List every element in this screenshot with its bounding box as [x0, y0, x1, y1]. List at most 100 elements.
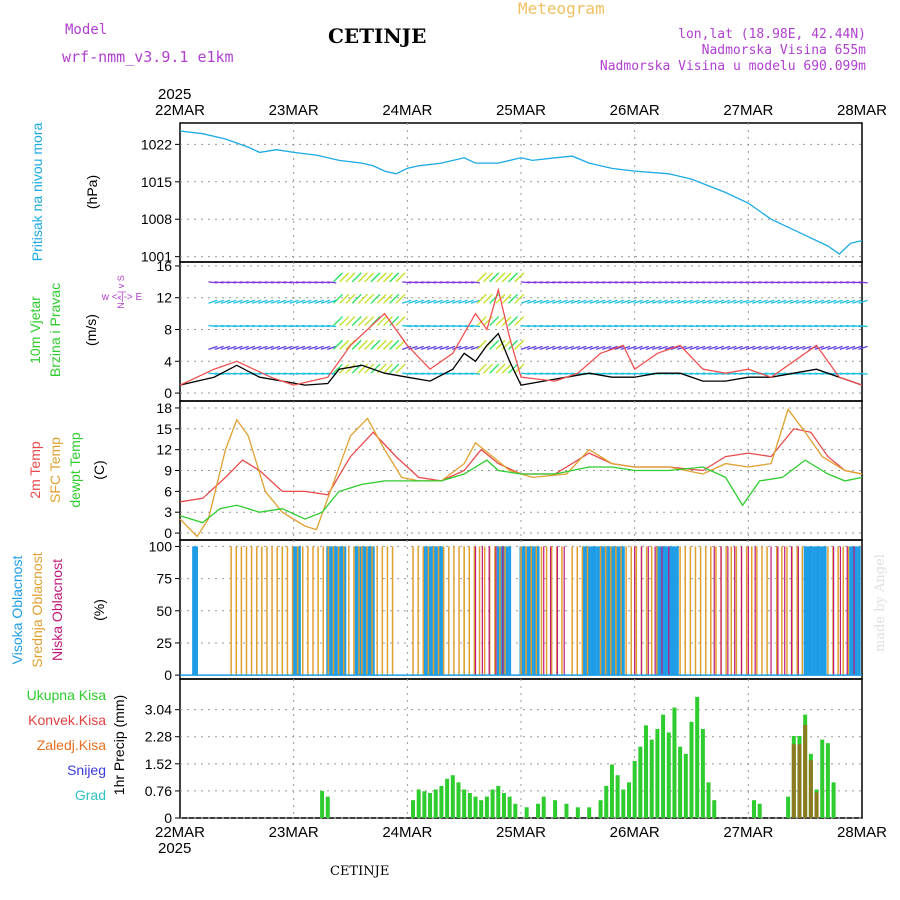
wind-arrow — [483, 293, 493, 304]
wind-arrow — [245, 281, 255, 284]
wind-arrow — [652, 299, 662, 304]
wind-arrow — [564, 299, 574, 304]
precip-bar — [615, 775, 620, 818]
wind-arrow — [533, 299, 543, 304]
wind-arrow — [489, 339, 500, 350]
precip-bar — [450, 775, 455, 818]
wind-arrow — [283, 299, 293, 304]
series-line — [179, 459, 863, 524]
wind-arrow — [820, 299, 831, 304]
wind-arrow — [464, 299, 474, 304]
low-cloud-label: Niska Oblacnost — [49, 559, 65, 661]
wind-arrow — [827, 299, 837, 304]
wind-arrow — [758, 345, 768, 350]
wind-arrow — [339, 272, 350, 283]
wind-arrow — [764, 324, 774, 328]
pressure-unit: (hPa) — [84, 175, 100, 209]
y-tick-label: 2.28 — [145, 729, 172, 745]
wind-arrow — [239, 345, 249, 350]
wind-arrow — [652, 345, 662, 350]
wind-arrow — [645, 299, 656, 304]
wind-arrow — [695, 281, 706, 284]
wind-arrow — [376, 339, 387, 350]
wind-arrow — [714, 324, 724, 328]
footer-station: CETINJE — [330, 864, 389, 879]
wind-arrow — [602, 299, 612, 304]
precip-bar — [626, 782, 631, 818]
wind-arrow — [633, 345, 643, 350]
wind-arrow — [714, 299, 725, 304]
wind-arrow — [395, 363, 406, 374]
wind-arrow — [783, 324, 793, 328]
wind-arrow — [452, 299, 462, 304]
wind-arrow — [208, 345, 218, 350]
wind-arrow — [858, 299, 868, 304]
wind-arrow — [564, 281, 574, 284]
wind-arrow — [770, 281, 781, 284]
wind-arrow — [214, 345, 224, 350]
wind-arrow — [295, 299, 306, 304]
wind-arrow — [589, 324, 599, 328]
wind-arrow — [814, 345, 825, 350]
wind-arrow — [233, 324, 243, 328]
x-tick-label-top: 23MAR — [269, 102, 319, 119]
wind-arrow — [383, 339, 393, 350]
wind-arrow — [789, 299, 800, 304]
wind-arrow — [839, 372, 849, 375]
wind-arrow — [439, 281, 449, 284]
wind-arrow — [658, 324, 668, 328]
wind-arrow — [464, 324, 474, 328]
wind-arrow — [833, 299, 843, 304]
wind-arrow — [639, 324, 649, 328]
y-tick-label: 0 — [164, 810, 172, 826]
wind-arrow — [695, 345, 706, 350]
precip-bar — [621, 789, 626, 818]
wind-arrow — [495, 316, 506, 327]
wind-arrow — [495, 272, 506, 283]
wind-arrow — [833, 372, 843, 375]
wind-arrow — [501, 316, 512, 327]
wind-arrow — [408, 299, 418, 304]
wind-arrow — [658, 345, 668, 350]
wind-arrow — [545, 324, 556, 328]
wind-arrow — [239, 324, 249, 328]
y-tick-label: 12 — [156, 442, 172, 458]
wind-arrow — [570, 345, 581, 350]
wind-arrow — [745, 299, 756, 304]
wind-arrow — [277, 372, 287, 375]
wind-arrow — [501, 363, 512, 374]
wind-arrow — [227, 324, 237, 328]
wind-arrow — [427, 372, 437, 375]
wind-arrow — [508, 272, 518, 283]
wind-arrow — [327, 324, 337, 328]
wind-arrow — [714, 372, 724, 375]
wind-arrow — [357, 339, 368, 350]
wind-arrow — [670, 345, 681, 350]
precip-bar — [598, 800, 603, 818]
precip-bar — [700, 728, 705, 818]
wind-arrow — [827, 324, 837, 328]
precip-bar — [473, 796, 478, 818]
wind-arrow — [539, 345, 549, 350]
wind-arrow — [602, 345, 612, 350]
wind-arrow — [745, 372, 756, 375]
wind-arrow — [570, 281, 581, 284]
wind-arrow — [527, 281, 537, 284]
wind-arrow — [508, 293, 518, 304]
conv-precip-bar — [797, 744, 802, 818]
wind-arrow — [777, 372, 787, 375]
wind-arrow — [739, 324, 749, 328]
wind-arrow — [514, 363, 525, 374]
wind-arrow — [289, 372, 299, 375]
wind-arrow — [777, 345, 787, 350]
y-tick-label: 100 — [149, 538, 173, 554]
wind-arrow — [702, 299, 712, 304]
wind-arrow — [702, 281, 712, 284]
precip-bar — [507, 796, 512, 818]
wind-arrow — [670, 281, 681, 284]
wind-arrow — [295, 281, 306, 284]
y-tick-label: 16 — [156, 258, 172, 274]
wind-arrow — [589, 299, 599, 304]
wind-arrow — [408, 324, 418, 328]
wind-arrow — [839, 345, 850, 350]
